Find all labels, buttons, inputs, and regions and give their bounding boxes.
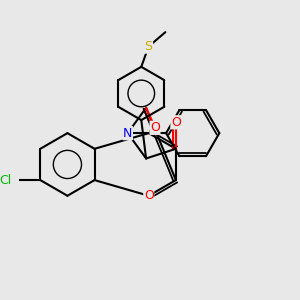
- Text: O: O: [144, 189, 154, 202]
- Text: N: N: [123, 127, 132, 140]
- Text: S: S: [145, 40, 152, 53]
- Text: O: O: [171, 116, 181, 129]
- Text: O: O: [150, 121, 160, 134]
- Text: Cl: Cl: [0, 174, 11, 187]
